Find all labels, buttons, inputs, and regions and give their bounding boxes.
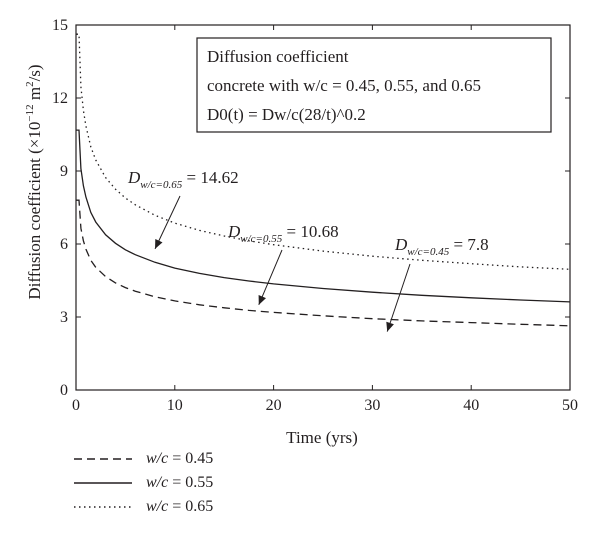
legend: w/c = 0.45 w/c = 0.55 w/c = 0.65: [72, 447, 332, 519]
annotation-arrowhead: [258, 295, 266, 305]
y-tick-label: 12: [52, 90, 68, 107]
legend-swatch-dashed: [72, 452, 134, 466]
x-tick-label: 20: [266, 397, 282, 414]
y-tick-label: 3: [60, 309, 68, 326]
legend-swatch-solid: [72, 476, 134, 490]
annotation-arrowhead: [155, 239, 163, 249]
legend-label: w/c = 0.55: [146, 474, 214, 491]
annotation-label: Dw/c=0.55 = 10.68: [227, 222, 339, 245]
legend-label: w/c = 0.45: [146, 450, 214, 467]
legend-item: w/c = 0.55: [72, 471, 332, 495]
plot-frame: [75, 24, 571, 391]
annotation-label: Dw/c=0.45 = 7.8: [394, 235, 489, 258]
info-box-line-3: D0(t) = Dw/c(28/t)^0.2: [207, 105, 366, 124]
legend-swatch-dotted: [72, 500, 134, 514]
y-axis-label: Diffusion coefficient (×10−12 m2/s): [24, 64, 44, 299]
annotation-arrow: [258, 249, 283, 306]
info-box: [196, 37, 552, 133]
annotation-layer: Diffusion coefficient concrete with w/c =…: [127, 37, 552, 332]
y-tick-label: 9: [60, 163, 68, 180]
series-line-dashed: [76, 199, 571, 327]
legend-label: w/c = 0.65: [146, 498, 214, 515]
x-tick-label: 40: [463, 397, 479, 414]
y-tick-label: 0: [60, 382, 68, 399]
x-tick-label: 10: [167, 397, 183, 414]
x-tick-label: 50: [562, 397, 578, 414]
annotation-arrow: [154, 195, 181, 250]
annotation-arrow: [386, 263, 411, 332]
annotation-label: Dw/c=0.65 = 14.62: [127, 168, 239, 191]
series-layer: [76, 33, 571, 327]
x-tick-label: 0: [72, 397, 80, 414]
legend-item: w/c = 0.45: [72, 447, 332, 471]
series-line-solid: [76, 129, 571, 303]
axis-layer: 0 10 20 30 40 50 0 3 6 9 12 15: [52, 17, 578, 414]
y-tick-label: 15: [52, 17, 68, 34]
series-line-dotted: [76, 33, 571, 270]
legend-item: w/c = 0.65: [72, 495, 332, 519]
info-box-line-2: concrete with w/c = 0.45, 0.55, and 0.65: [207, 76, 481, 95]
y-tick-label: 6: [60, 236, 68, 253]
x-axis-label: Time (yrs): [286, 428, 358, 447]
x-tick-label: 30: [364, 397, 380, 414]
annotation-arrowhead: [386, 321, 394, 332]
info-box-line-1: Diffusion coefficient: [207, 47, 349, 66]
